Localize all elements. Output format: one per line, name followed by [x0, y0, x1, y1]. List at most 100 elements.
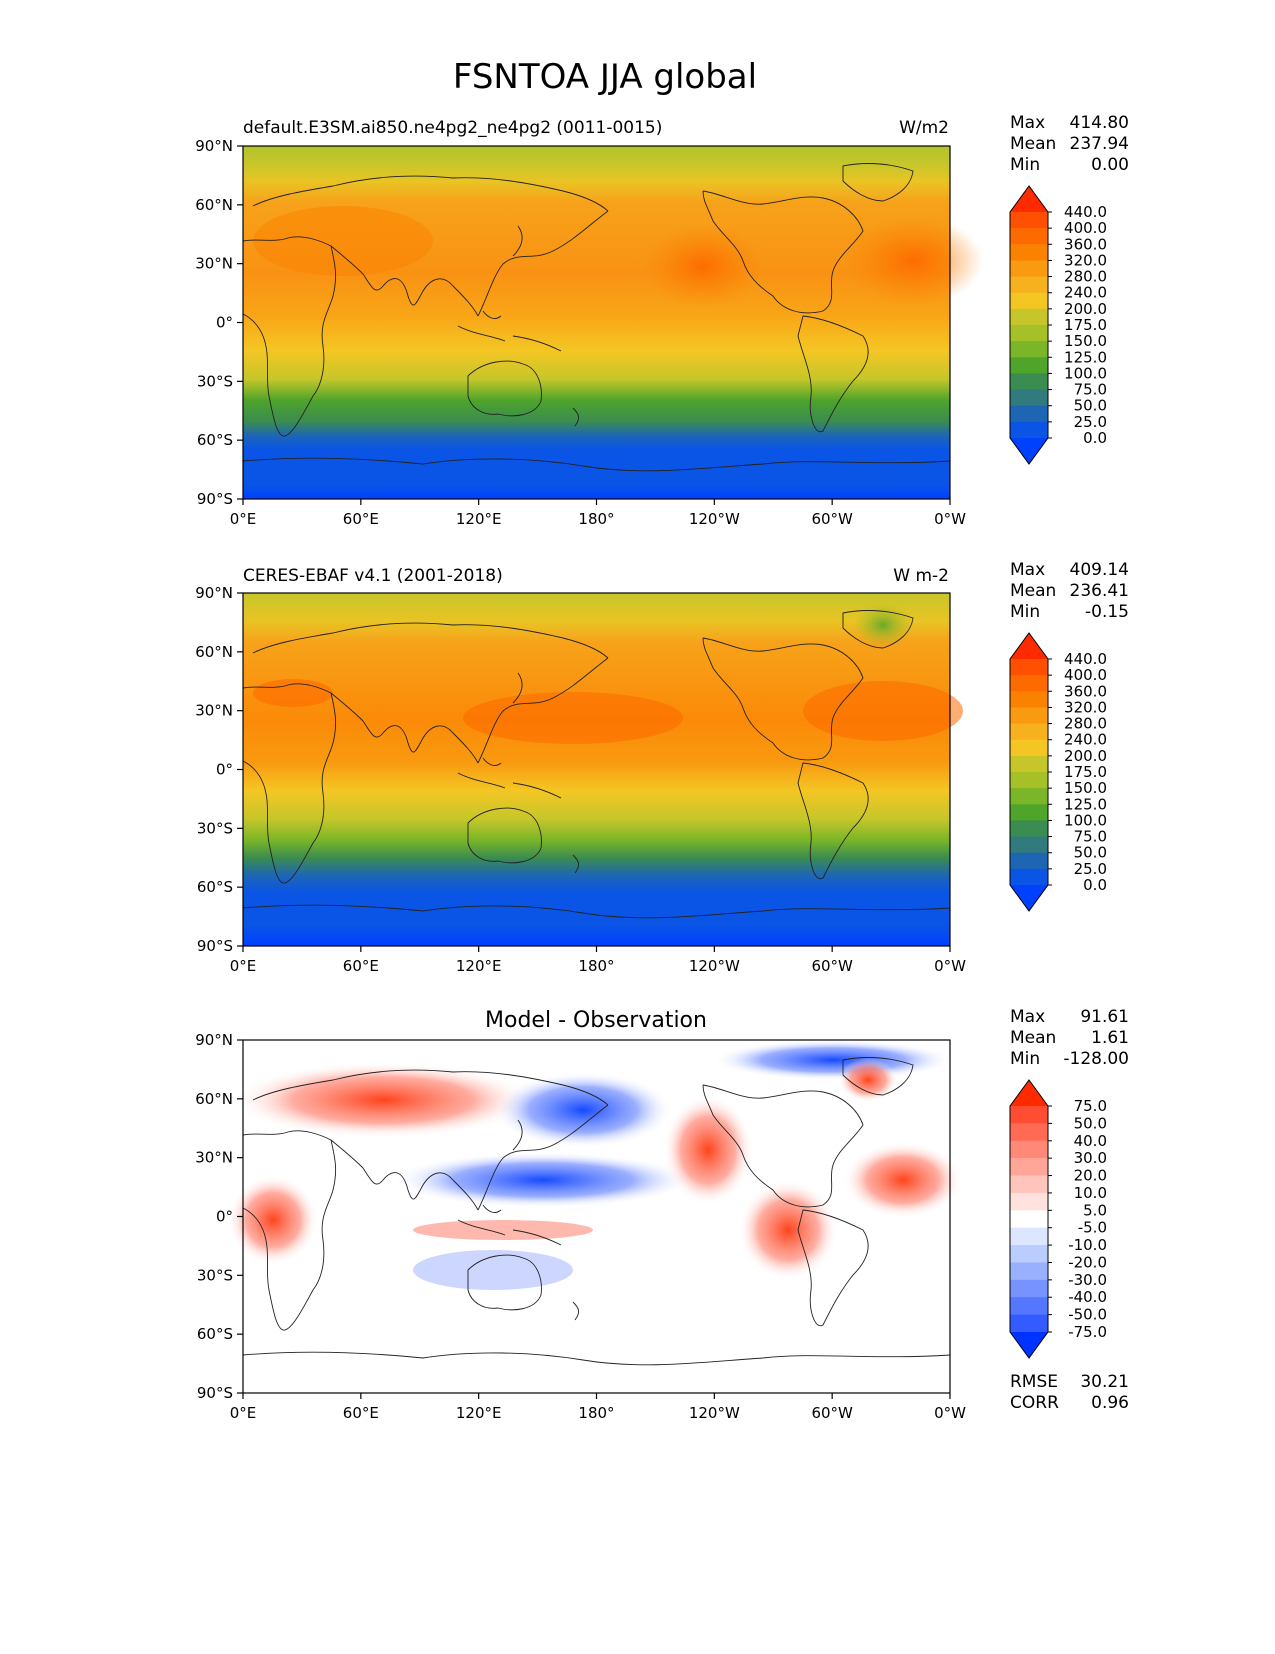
colorbar-extend-max [1010, 1080, 1048, 1106]
stat-label: Max [1010, 113, 1045, 133]
colorbar-segment [1010, 308, 1048, 326]
hotspot-eurasia [253, 206, 433, 276]
greenland-low [853, 603, 913, 647]
stat-label: Min [1010, 602, 1040, 622]
stat-label: RMSE [1010, 1372, 1058, 1392]
colorbar-extend-max [1010, 186, 1048, 212]
lat-tick-label: 60°N [195, 643, 233, 661]
anomaly-band-pos [413, 1220, 593, 1240]
lon-tick-label: 60°E [343, 957, 379, 975]
stat-value: 236.41 [1070, 581, 1129, 601]
lat-tick-label: 90°S [197, 1384, 233, 1402]
lon-tick-label: 120°W [689, 957, 740, 975]
lat-tick-label: 60°N [195, 1090, 233, 1108]
lat-tick-label: 0° [216, 761, 233, 779]
lat-tick-label: 60°S [197, 878, 233, 896]
anomaly-pacific-neg [393, 1152, 693, 1208]
lon-tick-label: 60°E [343, 1404, 379, 1422]
anomaly-africa-pos [228, 1175, 318, 1265]
colorbar-extend-min [1010, 438, 1048, 464]
colorbar-segment [1010, 1245, 1048, 1263]
colorbar-label: 400.0 [1064, 219, 1107, 237]
stat-value: 0.00 [1091, 155, 1129, 175]
lon-tick-label: 0°E [230, 957, 257, 975]
colorbar-label: -5.0 [1078, 1219, 1107, 1237]
colorbar-label: 320.0 [1064, 251, 1107, 269]
colorbar-segment [1010, 659, 1048, 676]
stat-label: Max [1010, 560, 1045, 580]
lon-tick-label: 0°E [230, 1404, 257, 1422]
colorbar-label: 75.0 [1074, 381, 1107, 399]
lat-tick-label: 60°S [197, 1325, 233, 1343]
colorbar-segment [1010, 1297, 1048, 1316]
colorbar-segment [1010, 373, 1048, 391]
lon-tick-label: 60°W [811, 957, 853, 975]
colorbar-label: 360.0 [1064, 235, 1107, 253]
colorbar-label: 150.0 [1064, 779, 1107, 797]
colorbar-segment [1010, 1175, 1048, 1194]
colorbar-label: 100.0 [1064, 364, 1107, 382]
stat-label: Mean [1010, 1028, 1056, 1048]
colorbar-extend-max [1010, 633, 1048, 659]
anomaly-npacific-neg [493, 1072, 673, 1148]
colorbar-segment [1010, 389, 1048, 407]
model-panel: default.E3SM.ai850.ne4pg2_ne4pg2 (0011-0… [242, 118, 983, 500]
colorbar-label: 150.0 [1064, 332, 1107, 350]
colorbar-segment [1010, 868, 1048, 886]
stat-value: -128.00 [1063, 1049, 1129, 1069]
lon-tick-label: 180° [578, 510, 614, 528]
colorbar-segment [1010, 739, 1048, 757]
lat-tick-label: 60°S [197, 431, 233, 449]
lon-tick-label: 60°W [811, 1404, 853, 1422]
colorbar-extend-min [1010, 1332, 1048, 1358]
panel-center-title: Model - Observation [485, 1008, 707, 1033]
anomaly-indian-neg [413, 1250, 573, 1290]
colorbar-segment [1010, 1192, 1048, 1211]
colorbar-label: 0.0 [1083, 429, 1107, 447]
colorbar-segment [1010, 1106, 1048, 1124]
anomaly-greenland-pos [838, 1058, 898, 1102]
colorbar-segment [1010, 820, 1048, 838]
anomaly-samerica-pos [738, 1180, 838, 1280]
colorbar-segment [1010, 357, 1048, 374]
colorbar-label: 5.0 [1083, 1201, 1107, 1219]
colorbar-segment [1010, 788, 1048, 805]
colorbar-segment [1010, 1140, 1048, 1159]
colorbar-label: 175.0 [1064, 316, 1107, 334]
colorbar-label: -75.0 [1068, 1323, 1107, 1341]
stat-label: Min [1010, 1049, 1040, 1069]
stat-value: 1.61 [1091, 1028, 1129, 1048]
colorbar-label: 320.0 [1064, 698, 1107, 716]
colorbar-label: 50.0 [1074, 844, 1107, 862]
anomaly-atlantic-pos [843, 1142, 963, 1218]
colorbar-segment [1010, 276, 1048, 294]
lat-tick-label: 30°S [197, 1266, 233, 1284]
lat-tick-label: 60°N [195, 196, 233, 214]
colorbar-label: 30.0 [1074, 1149, 1107, 1167]
colorbar-segment [1010, 1314, 1048, 1333]
colorbar-label: -10.0 [1068, 1236, 1107, 1254]
colorbar-label: 280.0 [1064, 268, 1107, 286]
lat-tick-label: 30°N [195, 1149, 233, 1167]
colorbar-label: 25.0 [1074, 860, 1107, 878]
lat-tick-label: 30°S [197, 819, 233, 837]
lat-tick-label: 30°N [195, 255, 233, 273]
lat-tick-label: 0° [216, 314, 233, 332]
colorbar-label: 440.0 [1064, 203, 1107, 221]
colorbar-segment [1010, 1262, 1048, 1281]
stats-layer: Max 414.80 Mean 237.94 Min 0.00 Max 409.14 Mean 2… [1010, 113, 1129, 1413]
stat-value: 414.80 [1070, 113, 1129, 133]
lon-tick-label: 60°W [811, 510, 853, 528]
panel-left-title: default.E3SM.ai850.ne4pg2_ne4pg2 (0011-0… [243, 118, 662, 138]
colorbar-label: 75.0 [1074, 828, 1107, 846]
anomaly-epacific-pos [663, 1095, 753, 1205]
colorbar-segment [1010, 228, 1048, 245]
colorbar-segment [1010, 292, 1048, 310]
colorbar-label: -20.0 [1068, 1253, 1107, 1271]
colorbar-segment [1010, 707, 1048, 725]
colorbar-label: 200.0 [1064, 300, 1107, 318]
colorbar-segment [1010, 405, 1048, 423]
colorbar-segment [1010, 836, 1048, 854]
colorbar-segment [1010, 691, 1048, 708]
colorbar-label: 50.0 [1074, 397, 1107, 415]
